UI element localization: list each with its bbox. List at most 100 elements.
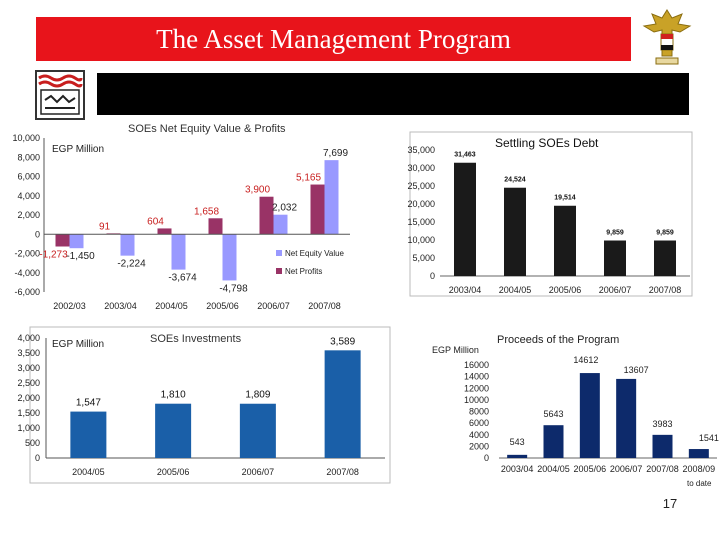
proceeds-value-label: 3983	[652, 419, 672, 429]
y-tick-label: 16000	[464, 360, 489, 370]
equity-unit-label: EGP Million	[52, 144, 104, 155]
y-tick-label: 4,000	[17, 333, 40, 343]
debt-x-labels: 2003/04 2004/05 2005/06 2006/07 2007/08	[449, 285, 682, 295]
proceeds-bar	[579, 373, 600, 458]
y-tick-label: 5,000	[412, 253, 435, 263]
equity-bar	[69, 234, 84, 249]
proceeds-unit-label: EGP Million	[432, 345, 479, 355]
y-tick-label: 10,000	[12, 133, 40, 143]
header-banner	[97, 73, 689, 115]
legend-swatch-equity	[276, 250, 282, 256]
debt-y-axis-labels: 35,000 30,000 25,000 20,000 15,000 10,000 5,00…	[407, 145, 435, 281]
x-tick-label: 2006/07	[242, 467, 275, 477]
profit-value-label: -1,273	[39, 250, 68, 261]
y-tick-label: -2,000	[14, 249, 40, 259]
equity-value-label: -1,450	[66, 251, 95, 262]
x-tick-label: 2003/04	[501, 464, 534, 474]
y-tick-label: 2,500	[17, 378, 40, 388]
debt-chart-frame	[409, 131, 693, 297]
equity-bar	[171, 234, 186, 270]
equity-value-label: -4,798	[219, 283, 248, 294]
proceeds-chart-title: Proceeds of the Program	[497, 334, 619, 346]
y-tick-label: 30,000	[407, 163, 435, 173]
x-tick-label: 2003/04	[104, 301, 137, 311]
investment-bar	[239, 403, 276, 458]
proceeds-bar	[507, 454, 528, 458]
equity-chart-title: SOEs Net Equity Value & Profits	[128, 123, 286, 135]
proceeds-value-label: 1541	[699, 433, 719, 443]
profit-bar	[310, 184, 325, 235]
y-tick-label: 2000	[469, 441, 489, 451]
profit-bar	[55, 234, 70, 247]
equity-legend: Net Equity Value Net Profits	[276, 249, 345, 276]
y-tick-label: 12000	[464, 383, 489, 393]
proceeds-value-label: 5643	[543, 409, 563, 419]
y-tick-label: 0	[430, 271, 435, 281]
y-tick-label: 10000	[464, 395, 489, 405]
x-tick-label: 2004/05	[155, 301, 188, 311]
x-tick-label: 2007/08	[308, 301, 341, 311]
y-tick-label: 1,000	[17, 423, 40, 433]
y-tick-label: 35,000	[407, 145, 435, 155]
profit-bar	[157, 228, 172, 235]
organization-logo-icon	[35, 70, 85, 120]
equity-x-labels: 2002/03 2003/04 2004/05 2005/06 2006/07 2007/…	[53, 301, 341, 311]
proceeds-bar	[543, 425, 564, 458]
y-tick-label: 8,000	[17, 152, 40, 162]
legend-swatch-profits	[276, 268, 282, 274]
equity-bar	[273, 214, 288, 235]
equity-bar	[120, 234, 135, 256]
profit-bar	[259, 196, 274, 235]
y-tick-label: 15,000	[407, 217, 435, 227]
debt-value-label: 9,859	[606, 230, 624, 237]
y-tick-label: 6,000	[17, 172, 40, 182]
equity-value-label: -3,674	[168, 273, 197, 284]
y-tick-label: 6000	[469, 418, 489, 428]
x-tick-label: 2005/06	[574, 464, 607, 474]
y-tick-label: 1,500	[17, 408, 40, 418]
investments-chart: 4,0003,5003,0002,5002,0001,5001,0005000 …	[17, 326, 391, 484]
debt-value-label: 31,463	[454, 152, 476, 159]
x-tick-label: 2005/06	[549, 285, 582, 295]
x-tick-label: 2004/05	[537, 464, 570, 474]
debt-bar	[654, 240, 676, 276]
investments-y-axis-labels: 4,000 3,500 3,000 2,500 2,000 1,500 1,000 500 0	[17, 333, 40, 463]
proceeds-bar	[652, 434, 673, 458]
investments-bars: 1,547 1,810 1,809 3,589	[70, 336, 361, 458]
y-tick-label: 0	[35, 229, 40, 239]
equity-value-label: 7,699	[323, 148, 348, 159]
debt-value-label: 24,524	[504, 177, 526, 184]
y-tick-label: 10,000	[407, 235, 435, 245]
debt-bar	[504, 187, 526, 276]
page-number: 17	[662, 496, 678, 511]
debt-value-label: 9,859	[656, 230, 674, 237]
profit-value-label: 3,900	[245, 185, 270, 196]
x-tick-label: 2002/03	[53, 301, 86, 311]
proceeds-value-label: 14612	[573, 355, 598, 365]
equity-value-label: 2,032	[272, 203, 297, 214]
debt-chart: 35,000 30,000 25,000 20,000 15,000 10,000 5,00…	[407, 131, 693, 297]
x-tick-label: 2006/07	[599, 285, 632, 295]
investment-value-label: 1,810	[161, 390, 186, 401]
investments-chart-frame	[29, 326, 391, 484]
proceeds-bar	[616, 378, 637, 458]
x-tick-label: 2006/07	[610, 464, 643, 474]
x-tick-label: 2008/09	[683, 464, 716, 474]
x-tick-label: 2003/04	[449, 285, 482, 295]
investment-value-label: 3,589	[330, 336, 355, 347]
investment-value-label: 1,809	[245, 390, 270, 401]
debt-value-label: 19,514	[554, 195, 576, 202]
y-tick-label: -4,000	[14, 268, 40, 278]
y-tick-label: 4,000	[17, 191, 40, 201]
profit-bar	[208, 218, 223, 235]
y-tick-label: 14000	[464, 372, 489, 382]
profit-value-label: 5,165	[296, 173, 321, 184]
x-tick-label: 2004/05	[499, 285, 532, 295]
proceeds-x-labels: 2003/04 2004/05 2005/06 2006/07 2007/08 2008/…	[501, 464, 715, 474]
proceeds-bars: 543 5643 14612 13607 3983 1541	[507, 355, 719, 458]
equity-y-axis-labels: 10,000 8,000 6,000 4,000 2,000 0 -2,000 -4,000 -…	[12, 133, 40, 297]
x-tick-label: 2007/08	[649, 285, 682, 295]
equity-bar	[324, 160, 339, 235]
y-tick-label: 4000	[469, 430, 489, 440]
